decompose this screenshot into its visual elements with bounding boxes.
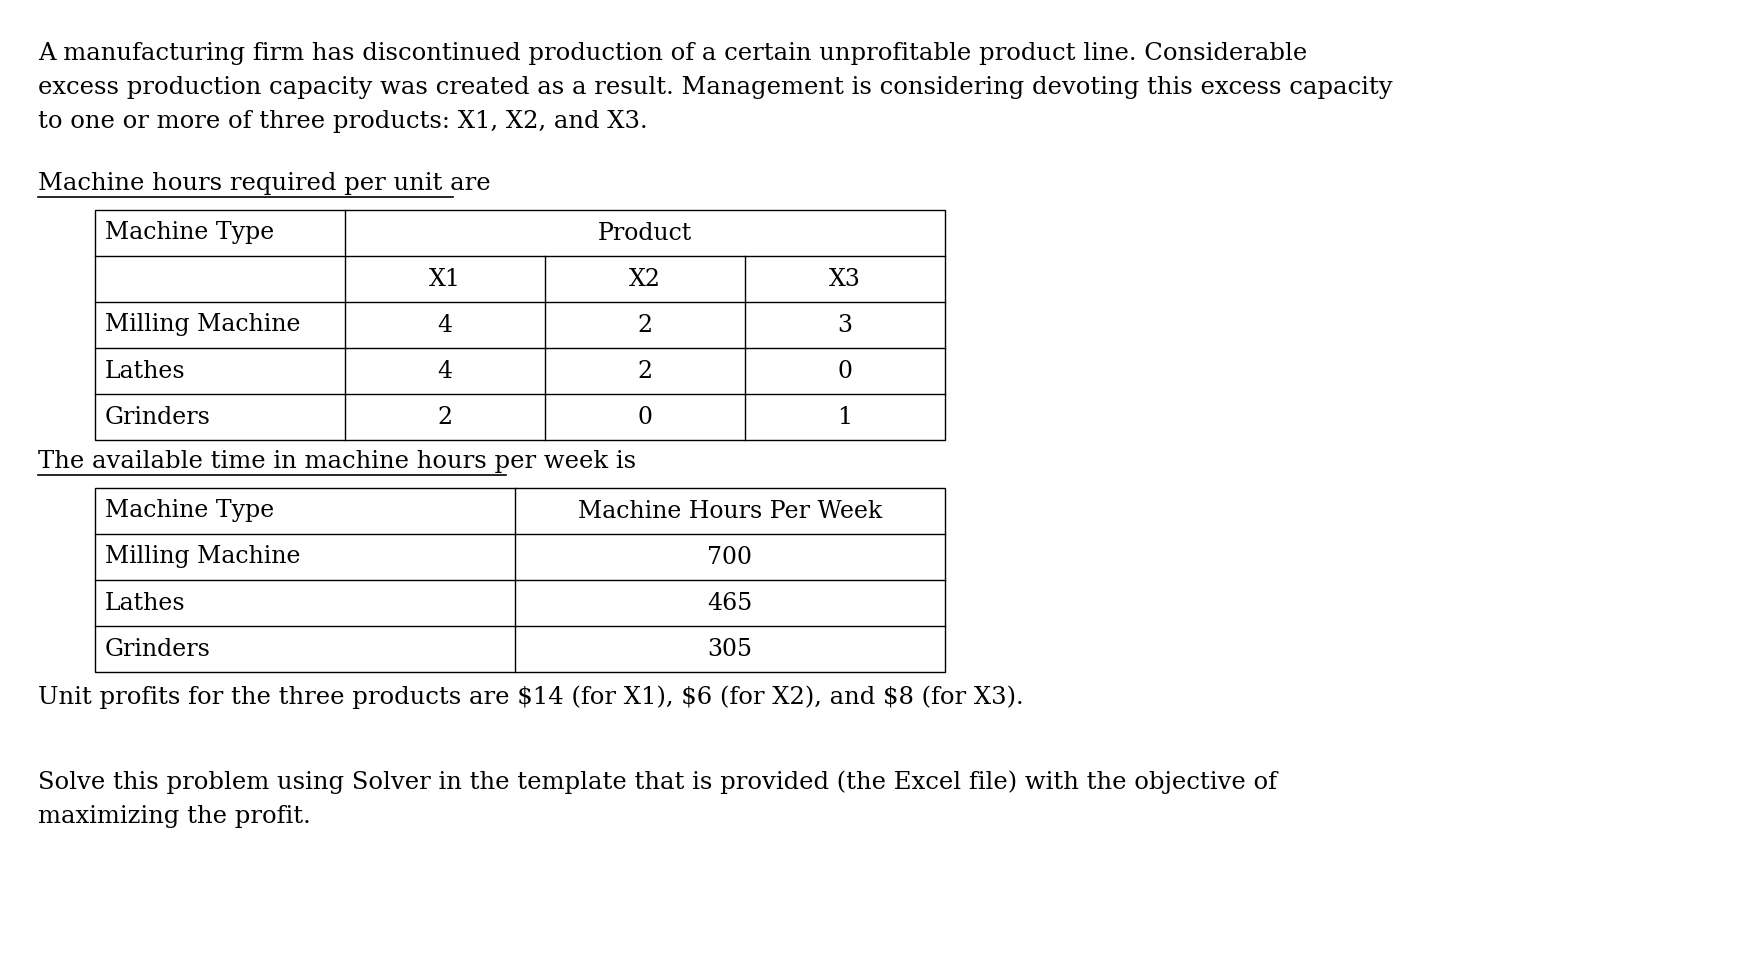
Text: 1: 1 — [836, 406, 852, 428]
Text: The available time in machine hours per week is: The available time in machine hours per … — [39, 450, 636, 473]
Text: 4: 4 — [437, 314, 452, 336]
Text: 4: 4 — [437, 360, 452, 382]
Text: Lathes: Lathes — [105, 592, 186, 614]
Text: Lathes: Lathes — [105, 360, 186, 382]
Text: Unit profits for the three products are $14 (for X1), $6 (for X2), and $8 (for X: Unit profits for the three products are … — [39, 685, 1023, 709]
Text: Milling Machine: Milling Machine — [105, 314, 300, 336]
Text: Machine Hours Per Week: Machine Hours Per Week — [578, 500, 882, 522]
Bar — [95, 210, 945, 440]
Text: to one or more of three products: X1, X2, and X3.: to one or more of three products: X1, X2… — [39, 110, 647, 133]
Text: 700: 700 — [706, 546, 752, 568]
Text: 2: 2 — [638, 314, 652, 336]
Text: X2: X2 — [629, 268, 661, 290]
Text: X1: X1 — [429, 268, 460, 290]
Text: 3: 3 — [836, 314, 852, 336]
Text: Solve this problem using Solver in the template that is provided (the Excel file: Solve this problem using Solver in the t… — [39, 770, 1276, 794]
Text: 0: 0 — [638, 406, 652, 428]
Text: maximizing the profit.: maximizing the profit. — [39, 805, 311, 828]
Text: Product: Product — [597, 221, 692, 244]
Text: Milling Machine: Milling Machine — [105, 546, 300, 568]
Text: X3: X3 — [829, 268, 861, 290]
Text: Machine Type: Machine Type — [105, 500, 274, 522]
Bar — [95, 488, 945, 672]
Text: excess production capacity was created as a result. Management is considering de: excess production capacity was created a… — [39, 76, 1392, 99]
Text: 2: 2 — [437, 406, 452, 428]
Text: A manufacturing firm has discontinued production of a certain unprofitable produ: A manufacturing firm has discontinued pr… — [39, 42, 1307, 65]
Text: 0: 0 — [836, 360, 852, 382]
Text: 465: 465 — [706, 592, 752, 614]
Text: 305: 305 — [706, 638, 752, 661]
Text: Grinders: Grinders — [105, 638, 211, 661]
Text: Grinders: Grinders — [105, 406, 211, 428]
Text: Machine Type: Machine Type — [105, 221, 274, 244]
Text: 2: 2 — [638, 360, 652, 382]
Text: Machine hours required per unit are: Machine hours required per unit are — [39, 172, 490, 195]
